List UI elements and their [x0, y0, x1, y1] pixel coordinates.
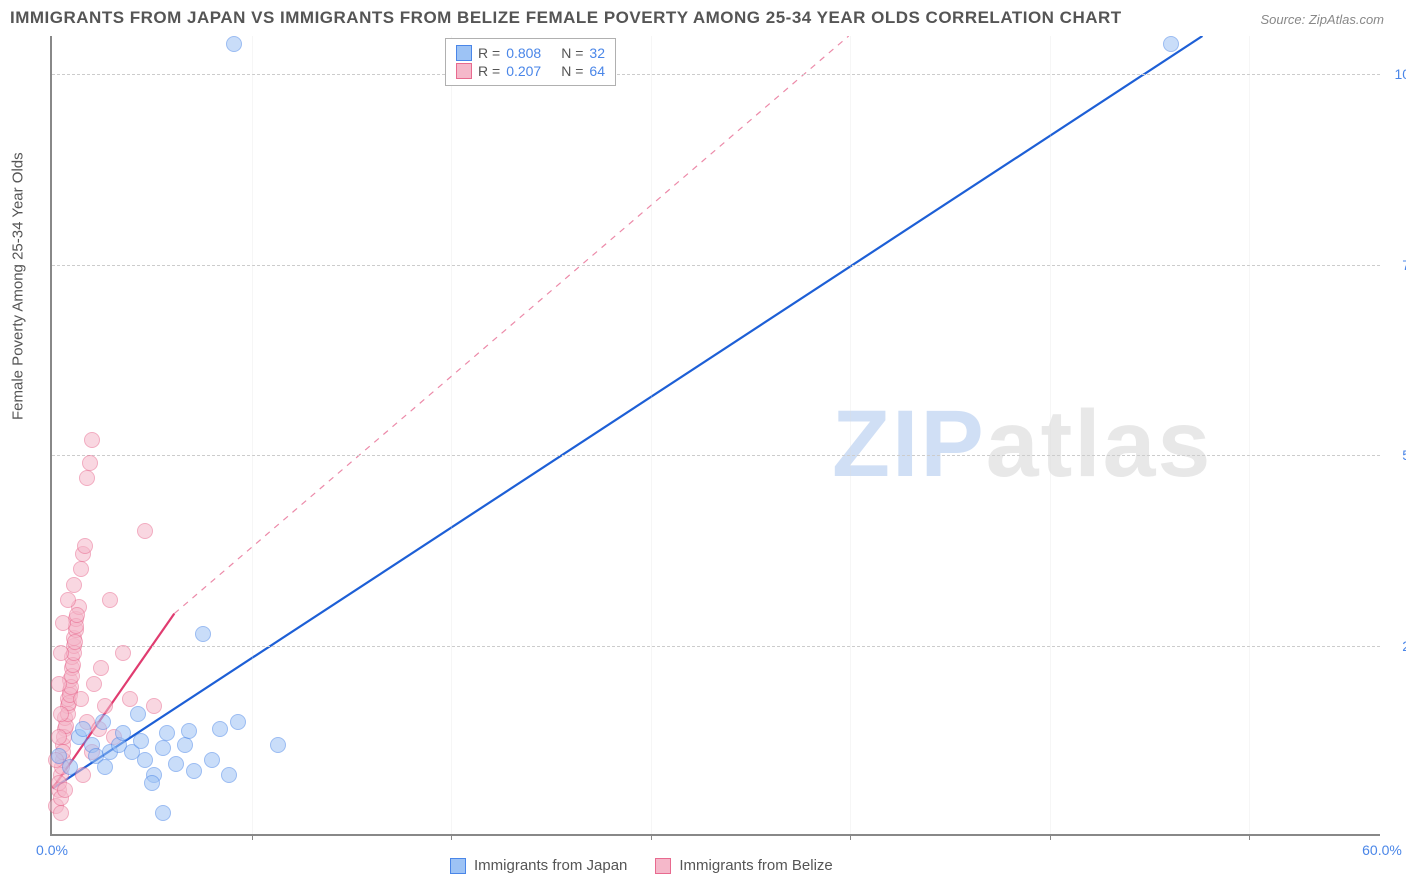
scatter-point [57, 782, 73, 798]
scatter-point [60, 592, 76, 608]
x-tick-mark [850, 834, 851, 840]
x-tick-label: 60.0% [1362, 842, 1402, 858]
n-label: N = [561, 63, 583, 79]
x-tick-mark [1050, 834, 1051, 840]
x-tick-mark [651, 834, 652, 840]
y-tick-label: 50.0% [1387, 447, 1406, 463]
r-value: 0.808 [506, 45, 541, 61]
n-value: 64 [589, 63, 605, 79]
scatter-point [95, 714, 111, 730]
x-tick-mark [252, 834, 253, 840]
scatter-point [270, 737, 286, 753]
gridline-vertical [1249, 36, 1250, 834]
scatter-point [144, 775, 160, 791]
regression-line [53, 36, 1203, 788]
scatter-point [84, 432, 100, 448]
scatter-point [102, 592, 118, 608]
series-name: Immigrants from Belize [679, 857, 832, 874]
gridline-vertical [850, 36, 851, 834]
scatter-point [122, 691, 138, 707]
legend-swatch [450, 858, 466, 874]
y-axis-label: Female Poverty Among 25-34 Year Olds [10, 152, 27, 420]
scatter-point [155, 805, 171, 821]
scatter-point [82, 455, 98, 471]
y-tick-label: 100.0% [1387, 66, 1406, 82]
y-tick-label: 75.0% [1387, 257, 1406, 273]
scatter-point [115, 645, 131, 661]
scatter-point [67, 634, 83, 650]
stats-legend: R = 0.808 N = 32 R = 0.207 N = 64 [445, 38, 616, 86]
scatter-point [230, 714, 246, 730]
chart-title: IMMIGRANTS FROM JAPAN VS IMMIGRANTS FROM… [10, 8, 1122, 28]
scatter-point [226, 36, 242, 52]
scatter-point [55, 615, 71, 631]
scatter-point [53, 805, 69, 821]
scatter-point [93, 660, 109, 676]
r-value: 0.207 [506, 63, 541, 79]
watermark-suffix: atlas [986, 391, 1213, 497]
n-label: N = [561, 45, 583, 61]
scatter-point [212, 721, 228, 737]
gridline-vertical [252, 36, 253, 834]
scatter-point [97, 759, 113, 775]
legend-swatch [655, 858, 671, 874]
scatter-point [159, 725, 175, 741]
scatter-point [86, 676, 102, 692]
scatter-point [133, 733, 149, 749]
stats-legend-row: R = 0.808 N = 32 [456, 44, 605, 62]
scatter-point [146, 698, 162, 714]
gridline-vertical [451, 36, 452, 834]
scatter-point [155, 740, 171, 756]
x-tick-mark [1249, 834, 1250, 840]
y-tick-label: 25.0% [1387, 638, 1406, 654]
scatter-point [130, 706, 146, 722]
stats-legend-row: R = 0.207 N = 64 [456, 62, 605, 80]
plot-area: ZIPatlas 25.0%50.0%75.0%100.0%0.0%60.0% [50, 36, 1380, 836]
scatter-point [51, 676, 67, 692]
regression-line-extension [174, 36, 848, 614]
legend-swatch [456, 63, 472, 79]
scatter-point [51, 729, 67, 745]
r-label: R = [478, 63, 500, 79]
series-name: Immigrants from Japan [474, 857, 627, 874]
scatter-point [97, 698, 113, 714]
scatter-point [79, 470, 95, 486]
r-label: R = [478, 45, 500, 61]
scatter-point [77, 538, 93, 554]
gridline-vertical [1050, 36, 1051, 834]
scatter-point [69, 607, 85, 623]
scatter-point [115, 725, 131, 741]
scatter-point [181, 723, 197, 739]
scatter-point [66, 577, 82, 593]
scatter-point [53, 706, 69, 722]
scatter-point [73, 691, 89, 707]
gridline-vertical [651, 36, 652, 834]
source-attribution: Source: ZipAtlas.com [1260, 12, 1384, 27]
watermark: ZIPatlas [832, 390, 1212, 499]
watermark-prefix: ZIP [832, 391, 986, 497]
x-tick-label: 0.0% [36, 842, 68, 858]
scatter-point [177, 737, 193, 753]
scatter-point [186, 763, 202, 779]
x-tick-mark [451, 834, 452, 840]
n-value: 32 [589, 45, 605, 61]
scatter-point [195, 626, 211, 642]
scatter-point [73, 561, 89, 577]
scatter-point [168, 756, 184, 772]
scatter-point [137, 523, 153, 539]
scatter-point [53, 645, 69, 661]
scatter-point [62, 759, 78, 775]
scatter-point [1163, 36, 1179, 52]
series-legend: Immigrants from Japan Immigrants from Bel… [450, 857, 833, 874]
series-legend-item: Immigrants from Japan [450, 857, 627, 874]
scatter-point [221, 767, 237, 783]
scatter-point [137, 752, 153, 768]
legend-swatch [456, 45, 472, 61]
scatter-point [75, 721, 91, 737]
scatter-point [204, 752, 220, 768]
series-legend-item: Immigrants from Belize [655, 857, 832, 874]
